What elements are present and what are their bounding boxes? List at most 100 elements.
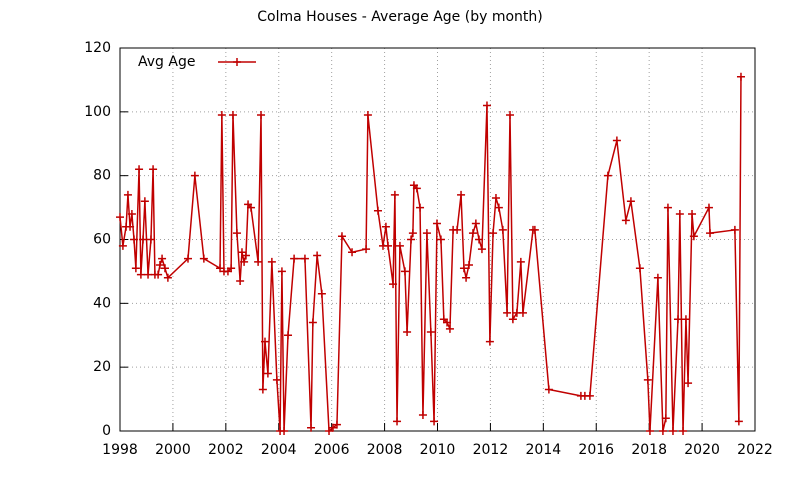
data-point <box>199 254 208 263</box>
y-tick-label: 60 <box>93 232 111 248</box>
data-point <box>217 111 226 120</box>
data-point <box>183 254 192 263</box>
data-point <box>393 417 402 426</box>
data-point <box>307 423 316 432</box>
data-point <box>645 427 654 435</box>
data-point <box>471 219 480 228</box>
data-point <box>254 257 263 266</box>
data-point <box>131 264 140 273</box>
data-point <box>675 209 684 218</box>
data-point <box>158 254 167 263</box>
data-point <box>635 264 644 273</box>
data-point <box>663 203 672 212</box>
data-point <box>445 324 454 333</box>
x-tick-label: 2020 <box>684 442 720 458</box>
data-point <box>116 213 124 222</box>
data-point <box>674 315 683 324</box>
data-point <box>621 216 630 225</box>
x-tick-label: 2016 <box>578 442 614 458</box>
data-point <box>489 229 498 238</box>
data-point <box>373 206 382 215</box>
data-point <box>518 308 527 317</box>
data-point <box>508 315 517 324</box>
legend-marker <box>233 58 241 66</box>
data-point <box>139 235 148 244</box>
data-point <box>260 337 269 346</box>
data-point <box>730 225 739 234</box>
data-point <box>228 111 237 120</box>
data-point <box>118 241 127 250</box>
data-point <box>155 261 164 270</box>
x-tick-label: 2000 <box>155 442 191 458</box>
data-point <box>658 427 667 435</box>
data-point <box>232 229 241 238</box>
x-tick-label: 2014 <box>526 442 562 458</box>
data-point <box>381 222 390 231</box>
data-point <box>544 385 553 394</box>
data-point <box>530 225 539 234</box>
y-tick-label: 100 <box>84 104 111 120</box>
legend-label: Avg Age <box>138 54 195 70</box>
data-point <box>258 385 267 394</box>
data-point <box>384 241 393 250</box>
data-point <box>432 219 441 228</box>
data-point <box>149 165 158 174</box>
data-point <box>130 235 139 244</box>
data-point <box>457 190 466 199</box>
data-point <box>400 267 409 276</box>
data-point <box>277 267 286 276</box>
data-point <box>313 251 322 260</box>
data-point <box>284 331 293 340</box>
data-point <box>612 136 621 145</box>
data-point <box>626 197 635 206</box>
plot-border <box>119 47 756 432</box>
data-point <box>154 270 163 279</box>
data-point <box>246 203 255 212</box>
data-point <box>661 414 670 423</box>
y-tick-label: 20 <box>93 359 111 375</box>
data-point <box>136 270 145 279</box>
data-point <box>688 209 697 218</box>
x-tick-label: 2010 <box>420 442 456 458</box>
data-point <box>408 229 417 238</box>
y-tick-label: 0 <box>102 423 111 439</box>
y-tick-label: 120 <box>84 40 111 56</box>
data-point <box>407 235 416 244</box>
data-point <box>241 251 250 260</box>
data-point <box>681 315 690 324</box>
data-point <box>498 225 507 234</box>
chart-title: Colma Houses - Average Age (by month) <box>257 9 542 25</box>
data-point <box>280 427 289 435</box>
data-point <box>348 248 357 257</box>
data-point <box>443 318 452 327</box>
data-point <box>308 318 317 327</box>
x-tick-label: 2004 <box>261 442 297 458</box>
data-point <box>227 264 236 273</box>
data-point <box>736 72 745 81</box>
data-point <box>430 417 439 426</box>
data-point <box>403 328 412 337</box>
data-point <box>146 235 155 244</box>
data-point <box>422 229 431 238</box>
data-point <box>468 229 477 238</box>
data-point <box>734 417 743 426</box>
data-point <box>135 165 144 174</box>
x-tick-label: 2012 <box>473 442 509 458</box>
data-point <box>418 411 427 420</box>
data-point <box>459 264 468 273</box>
data-point <box>462 273 471 282</box>
x-tick-label: 1998 <box>102 442 138 458</box>
data-point <box>390 190 399 199</box>
data-point <box>240 257 249 266</box>
data-point <box>668 427 677 435</box>
data-point <box>485 337 494 346</box>
x-tick-label: 2002 <box>208 442 244 458</box>
x-tick-label: 2018 <box>631 442 667 458</box>
data-point <box>505 111 514 120</box>
data-point <box>317 289 326 298</box>
data-point <box>453 225 462 234</box>
data-point <box>412 184 421 193</box>
data-point <box>689 232 698 241</box>
data-point <box>190 171 199 180</box>
data-point <box>263 369 272 378</box>
